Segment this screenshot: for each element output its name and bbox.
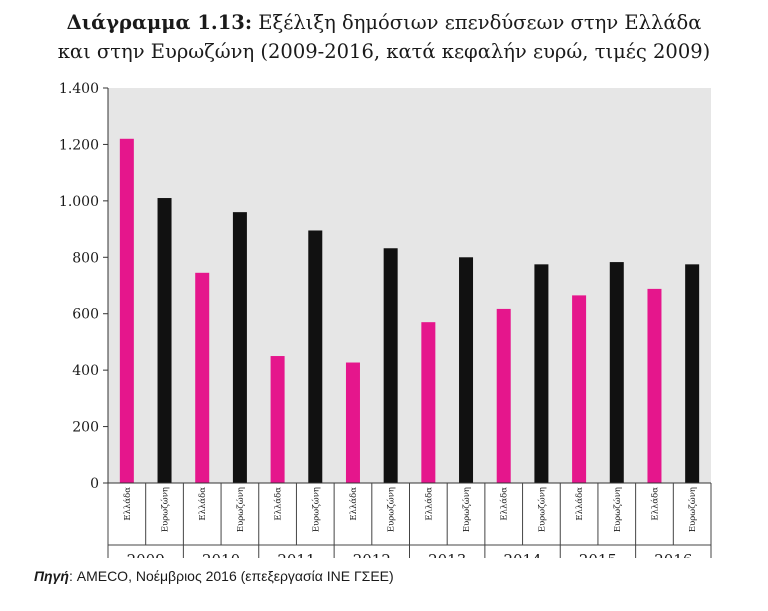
bar-Ευρωζώνη-2009 (157, 198, 172, 483)
year-tick-label: 2011 (277, 551, 315, 558)
title-line-2: και στην Ευρωζώνη (2009-2016, κατά κεφαλ… (57, 40, 711, 63)
source-text: : AMECO, Νοέμβριος 2016 (επεξεργασία ΙΝΕ… (68, 568, 394, 584)
y-tick-label: 400 (72, 363, 99, 379)
bar-Ελλάδα-2016 (647, 288, 662, 483)
bar-Ευρωζώνη-2011 (308, 230, 323, 483)
year-tick-label: 2016 (654, 551, 692, 558)
series-tick-label: Ευρωζώνη (536, 487, 547, 532)
y-tick-label: 200 (72, 420, 99, 436)
title-number: Διάγραμμα 1.13: (66, 11, 253, 34)
bar-Ελλάδα-2013 (421, 322, 436, 483)
bar-Ευρωζώνη-2016 (685, 264, 700, 483)
series-tick-label: Ελλάδα (348, 487, 359, 521)
series-tick-label: Ελλάδα (499, 487, 510, 521)
year-tick-label: 2015 (579, 551, 617, 558)
source-label: Πηγή (34, 568, 69, 584)
year-tick-label: 2013 (428, 551, 466, 558)
y-tick-label: 800 (72, 250, 99, 266)
series-tick-label: Ελλάδα (649, 487, 660, 521)
bar-Ελλάδα-2011 (270, 356, 285, 483)
bar-Ελλάδα-2012 (345, 362, 360, 483)
series-tick-label: Ευρωζώνη (612, 487, 623, 532)
series-tick-label: Ευρωζώνη (160, 487, 171, 532)
year-tick-label: 2010 (202, 551, 240, 558)
year-tick-label: 2014 (503, 551, 541, 558)
series-tick-label: Ελλάδα (574, 487, 585, 521)
series-tick-label: Ελλάδα (122, 487, 133, 521)
y-tick-label: 0 (90, 476, 99, 492)
y-tick-label: 600 (72, 307, 99, 323)
year-tick-label: 2012 (353, 551, 391, 558)
y-tick-label: 1.200 (59, 137, 99, 153)
source-note: Πηγή: AMECO, Νοέμβριος 2016 (επεξεργασία… (34, 568, 394, 584)
title-text: Εξέλιξη δημόσιων επενδύσεων στην Ελλάδα (258, 11, 702, 34)
bar-Ελλάδα-2010 (195, 272, 210, 483)
series-tick-label: Ευρωζώνη (310, 487, 321, 532)
bar-Ελλάδα-2009 (119, 138, 134, 483)
bar-Ευρωζώνη-2010 (232, 212, 247, 483)
bar-Ελλάδα-2015 (572, 295, 587, 483)
y-tick-label: 1.400 (59, 81, 99, 97)
series-tick-label: Ευρωζώνη (386, 487, 397, 532)
year-tick-label: 2009 (127, 551, 165, 558)
bar-Ευρωζώνη-2013 (459, 257, 474, 483)
bar-Ευρωζώνη-2014 (534, 264, 549, 483)
series-tick-label: Ευρωζώνη (235, 487, 246, 532)
chart-title: Διάγραμμα 1.13: Εξέλιξη δημόσιων επενδύσ… (0, 8, 768, 66)
series-tick-label: Ελλάδα (273, 487, 284, 521)
bar-Ευρωζώνη-2012 (383, 248, 398, 483)
bar-Ευρωζώνη-2015 (609, 262, 624, 483)
series-tick-label: Ελλάδα (423, 487, 434, 521)
y-tick-label: 1.000 (59, 194, 99, 210)
bar-Ελλάδα-2014 (496, 308, 511, 483)
series-tick-label: Ευρωζώνη (687, 487, 698, 532)
series-tick-label: Ελλάδα (197, 487, 208, 521)
title-line-1: Διάγραμμα 1.13: Εξέλιξη δημόσιων επενδύσ… (0, 8, 768, 37)
bar-chart: 0 200 400 600 800 1.000 1.200 1.400 Ελλάδα Ευρωζώ… (59, 81, 712, 558)
series-tick-label: Ευρωζώνη (461, 487, 472, 532)
